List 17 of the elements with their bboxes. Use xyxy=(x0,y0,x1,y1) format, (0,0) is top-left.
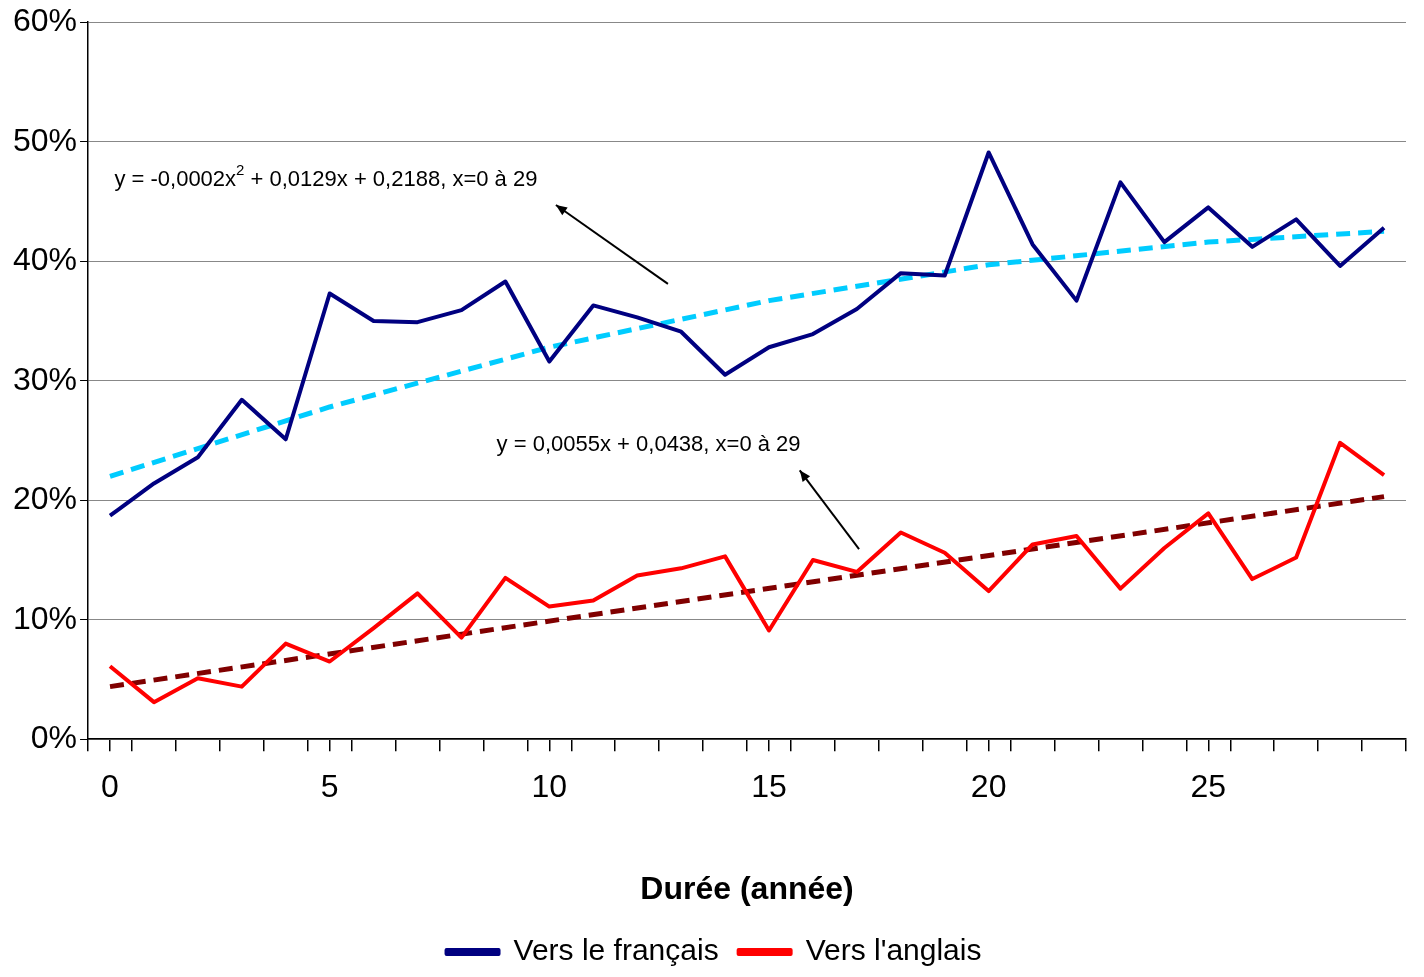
annotation: y = 0,0055x + 0,0438, x=0 à 29 xyxy=(496,431,801,457)
x-tick-label: 15 xyxy=(751,768,787,805)
y-tick-label: 0% xyxy=(30,719,78,756)
y-tick-label: 30% xyxy=(13,360,78,397)
y-tick-label: 40% xyxy=(13,241,78,278)
y-tick-label: 20% xyxy=(13,480,78,517)
x-tick-label: 10 xyxy=(531,768,568,805)
x-tick-label: 20 xyxy=(970,768,1007,805)
x-tick-label: 5 xyxy=(320,768,339,805)
y-tick-label: 60% xyxy=(13,2,78,39)
x-axis-title: Durée (année) xyxy=(640,869,854,906)
y-tick-label: 50% xyxy=(13,121,78,158)
x-tick-label: 25 xyxy=(1190,768,1227,805)
legend-label: Vers l'anglais xyxy=(805,933,982,967)
x-tick-label: 0 xyxy=(101,768,119,805)
legend-label: Vers le français xyxy=(513,933,719,967)
y-tick-label: 10% xyxy=(13,599,78,636)
